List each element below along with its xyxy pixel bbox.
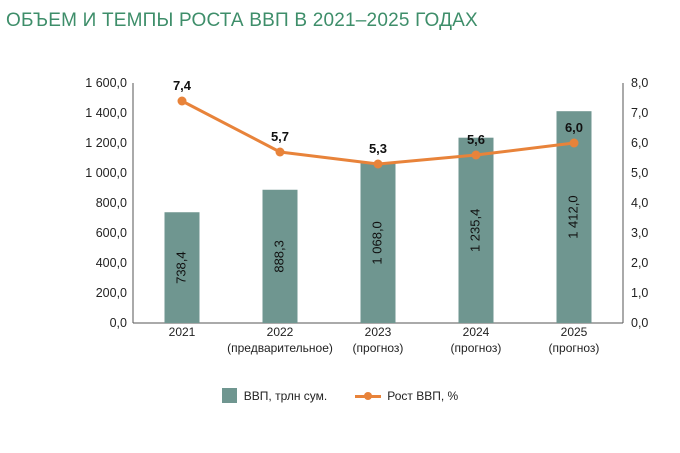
legend-item-gdp: ВВП, трлн сум. (221, 388, 328, 403)
x-category-label: 2023 (365, 325, 392, 339)
y-left-tick-label: 1 600,0 (85, 76, 127, 90)
y-left-tick-label: 400,0 (96, 256, 127, 270)
y-right-tick-label: 3,0 (631, 226, 648, 240)
x-category-label: 2021 (169, 325, 196, 339)
y-right-tick-label: 1,0 (631, 286, 648, 300)
growth-point (275, 147, 285, 157)
y-left-tick-label: 800,0 (96, 196, 127, 210)
growth-point (373, 159, 383, 169)
bar-value-label: 888,3 (271, 240, 286, 273)
bar-gdp (360, 162, 396, 323)
y-right-tick-label: 7,0 (631, 106, 648, 120)
growth-value-label: 5,3 (369, 141, 387, 156)
bar-value-label: 738,4 (173, 251, 188, 284)
bar-gdp (458, 137, 494, 323)
y-left-tick-label: 600,0 (96, 226, 127, 240)
legend-swatch-line (355, 390, 382, 402)
growth-value-label: 5,7 (271, 129, 289, 144)
legend-label-gdp: ВВП, трлн сум. (243, 388, 328, 403)
y-left-tick-label: 1 200,0 (85, 136, 127, 150)
legend: ВВП, трлн сум. Рост ВВП, % (0, 388, 680, 403)
x-category-label: 2025 (561, 325, 588, 339)
y-left-tick-label: 0,0 (110, 316, 127, 330)
bar-gdp (164, 212, 200, 323)
bar-value-label: 1 235,4 (467, 209, 482, 252)
growth-point (471, 150, 481, 160)
bar-gdp (262, 189, 298, 323)
y-left-tick-label: 1 400,0 (85, 106, 127, 120)
x-category-note: (прогноз) (353, 341, 404, 355)
growth-point (177, 96, 187, 106)
x-category-note: (предварительное) (227, 341, 333, 355)
bar-value-label: 1 068,0 (369, 221, 384, 264)
x-category-label: 2022 (267, 325, 294, 339)
bar-value-label: 1 412,0 (565, 195, 580, 238)
x-category-note: (прогноз) (451, 341, 502, 355)
y-left-tick-label: 200,0 (96, 286, 127, 300)
y-right-tick-label: 5,0 (631, 166, 648, 180)
chart-title: ОБЪЕМ И ТЕМПЫ РОСТА ВВП В 2021–2025 ГОДА… (6, 10, 478, 31)
y-right-tick-label: 8,0 (631, 76, 648, 90)
legend-item-growth: Рост ВВП, % (355, 389, 458, 403)
legend-label-growth: Рост ВВП, % (387, 388, 459, 403)
x-category-note: (прогноз) (549, 341, 600, 355)
growth-point (569, 138, 579, 148)
y-right-tick-label: 6,0 (631, 136, 648, 150)
y-right-tick-label: 4,0 (631, 196, 648, 210)
x-category-label: 2024 (463, 325, 490, 339)
gdp-chart: 0,0 200,0 400,0 600,0 800,0 1 000,0 1 200,0 1 4… (85, 76, 648, 355)
growth-value-label: 7,4 (173, 78, 192, 93)
y-right-tick-label: 2,0 (631, 256, 648, 270)
y-left-tick-label: 1 000,0 (85, 166, 127, 180)
y-right-tick-label: 0,0 (631, 316, 648, 330)
growth-value-label: 5,6 (467, 132, 485, 147)
legend-swatch-bar (221, 388, 237, 403)
growth-value-label: 6,0 (565, 120, 583, 135)
